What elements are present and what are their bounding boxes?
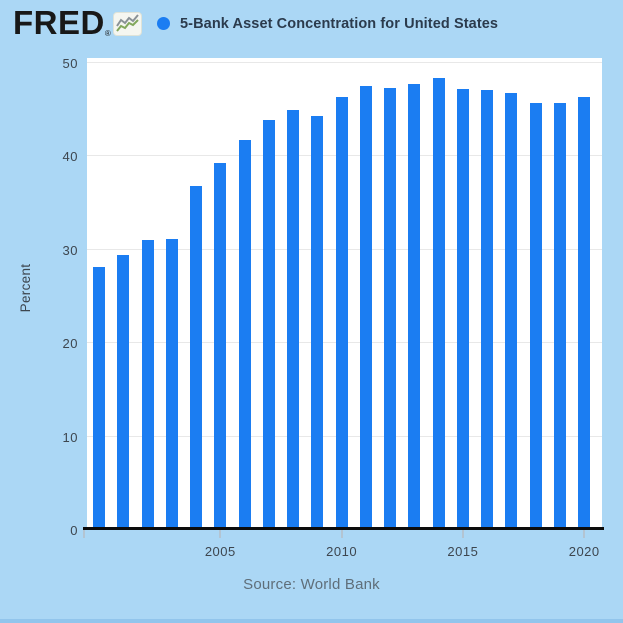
bar-2015[interactable]	[456, 89, 469, 529]
y-axis-title: Percent	[18, 263, 33, 313]
bar-2012[interactable]	[384, 88, 397, 529]
series-legend-dot	[157, 17, 170, 30]
bar-2004[interactable]	[190, 186, 203, 529]
bar-2010[interactable]	[335, 97, 348, 529]
bar-2017[interactable]	[505, 92, 518, 529]
bar-2003[interactable]	[165, 239, 178, 529]
plot-area	[87, 58, 602, 529]
bar-2014[interactable]	[432, 77, 445, 529]
bar-2020[interactable]	[578, 97, 591, 529]
registered-trademark-icon: ®	[104, 29, 111, 38]
x-tick-mark-2010	[340, 530, 343, 538]
x-tick-mark-2015	[461, 530, 464, 538]
bar-2002[interactable]	[141, 240, 154, 529]
x-axis-start-tick	[83, 530, 85, 538]
bar-2006[interactable]	[238, 140, 251, 529]
bar-2018[interactable]	[529, 103, 542, 529]
fred-logo[interactable]: FRED®	[13, 4, 142, 41]
x-tick-label-2020: 2020	[568, 544, 600, 559]
x-tick-label-2010: 2010	[326, 544, 358, 559]
y-tick-label-10: 10	[62, 429, 78, 445]
bar-2000[interactable]	[93, 267, 105, 529]
x-tick-label-2015: 2015	[447, 544, 479, 559]
bar-2005[interactable]	[214, 162, 227, 529]
bar-2001[interactable]	[117, 255, 130, 529]
source-text: Source: World Bank	[243, 576, 380, 593]
y-tick-label-20: 20	[62, 336, 78, 352]
gridline-50	[87, 62, 602, 63]
y-tick-label-0: 0	[70, 523, 78, 538]
bar-2011[interactable]	[359, 86, 372, 529]
header: FRED® 5-Bank Asset Concentration for Uni…	[0, 0, 623, 48]
y-tick-label-40: 40	[62, 149, 78, 165]
bar-2007[interactable]	[262, 119, 275, 529]
bar-2016[interactable]	[481, 90, 494, 529]
y-tick-label-50: 50	[62, 56, 78, 71]
bar-2009[interactable]	[311, 116, 324, 529]
x-tick-mark-2020	[583, 530, 586, 538]
fred-logo-text: FRED	[13, 4, 105, 41]
series-title-link[interactable]: 5-Bank Asset Concentration for United St…	[180, 16, 499, 32]
bar-2008[interactable]	[287, 109, 300, 529]
x-axis-line	[83, 527, 604, 530]
x-tick-label-2005: 2005	[204, 544, 236, 559]
y-tick-label-30: 30	[62, 242, 78, 258]
widget-bottom-edge	[0, 619, 623, 623]
x-tick-mark-2005	[219, 530, 222, 538]
bar-2013[interactable]	[408, 84, 421, 529]
fred-sparkline-icon	[113, 12, 142, 41]
bar-2019[interactable]	[553, 103, 566, 529]
